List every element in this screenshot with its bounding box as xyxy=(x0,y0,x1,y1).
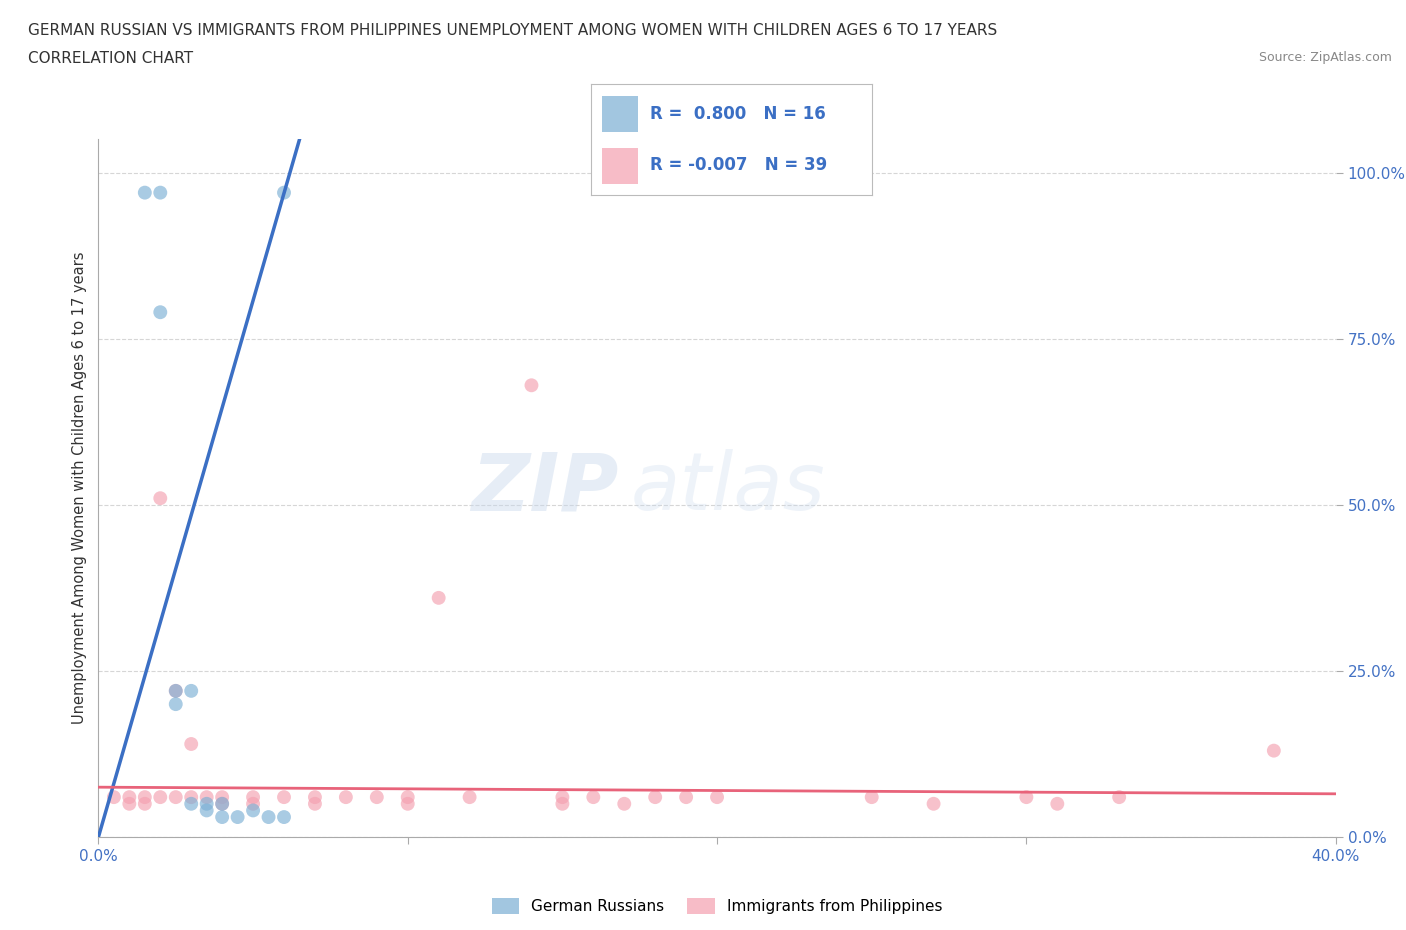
Point xyxy=(149,491,172,506)
Point xyxy=(103,790,125,804)
Point xyxy=(180,684,202,698)
Legend: German Russians, Immigrants from Philippines: German Russians, Immigrants from Philipp… xyxy=(485,892,949,920)
Point xyxy=(242,803,264,817)
Point xyxy=(520,378,543,392)
Text: GERMAN RUSSIAN VS IMMIGRANTS FROM PHILIPPINES UNEMPLOYMENT AMONG WOMEN WITH CHIL: GERMAN RUSSIAN VS IMMIGRANTS FROM PHILIP… xyxy=(28,23,997,38)
Point xyxy=(180,790,202,804)
Point xyxy=(211,796,233,811)
Point xyxy=(211,796,233,811)
Text: Source: ZipAtlas.com: Source: ZipAtlas.com xyxy=(1258,51,1392,64)
Point xyxy=(165,684,187,698)
Text: CORRELATION CHART: CORRELATION CHART xyxy=(28,51,193,66)
Point xyxy=(257,810,280,825)
Point xyxy=(242,790,264,804)
Point xyxy=(706,790,728,804)
Point xyxy=(582,790,605,804)
Point xyxy=(1108,790,1130,804)
Point xyxy=(165,697,187,711)
Point xyxy=(396,790,419,804)
Point xyxy=(165,684,187,698)
Point xyxy=(149,790,172,804)
Bar xyxy=(602,149,638,184)
Y-axis label: Unemployment Among Women with Children Ages 6 to 17 years: Unemployment Among Women with Children A… xyxy=(72,252,87,724)
Point xyxy=(551,790,574,804)
Point xyxy=(134,790,156,804)
Point xyxy=(427,591,450,605)
Point xyxy=(226,810,249,825)
Point xyxy=(149,185,172,200)
Point xyxy=(211,790,233,804)
Point xyxy=(195,796,218,811)
Point xyxy=(644,790,666,804)
Point xyxy=(180,796,202,811)
Point xyxy=(675,790,697,804)
Point xyxy=(304,796,326,811)
Point xyxy=(366,790,388,804)
Point xyxy=(180,737,202,751)
Point xyxy=(1015,790,1038,804)
Point xyxy=(149,305,172,320)
Point xyxy=(304,790,326,804)
Point xyxy=(922,796,945,811)
Point xyxy=(335,790,357,804)
Point xyxy=(195,803,218,817)
Text: R = -0.007   N = 39: R = -0.007 N = 39 xyxy=(650,156,827,174)
Point xyxy=(458,790,481,804)
Point xyxy=(396,796,419,811)
Point xyxy=(273,790,295,804)
Point xyxy=(1263,743,1285,758)
Point xyxy=(118,796,141,811)
Text: atlas: atlas xyxy=(630,449,825,527)
Point xyxy=(242,796,264,811)
Point xyxy=(118,790,141,804)
Point xyxy=(273,810,295,825)
Bar xyxy=(602,96,638,132)
Point xyxy=(613,796,636,811)
Text: R =  0.800   N = 16: R = 0.800 N = 16 xyxy=(650,105,825,123)
Text: ZIP: ZIP xyxy=(471,449,619,527)
Point xyxy=(273,185,295,200)
Point xyxy=(165,790,187,804)
Point xyxy=(551,796,574,811)
Point xyxy=(195,790,218,804)
Point xyxy=(134,185,156,200)
Point xyxy=(860,790,883,804)
Point xyxy=(1046,796,1069,811)
Point xyxy=(211,810,233,825)
Point xyxy=(134,796,156,811)
